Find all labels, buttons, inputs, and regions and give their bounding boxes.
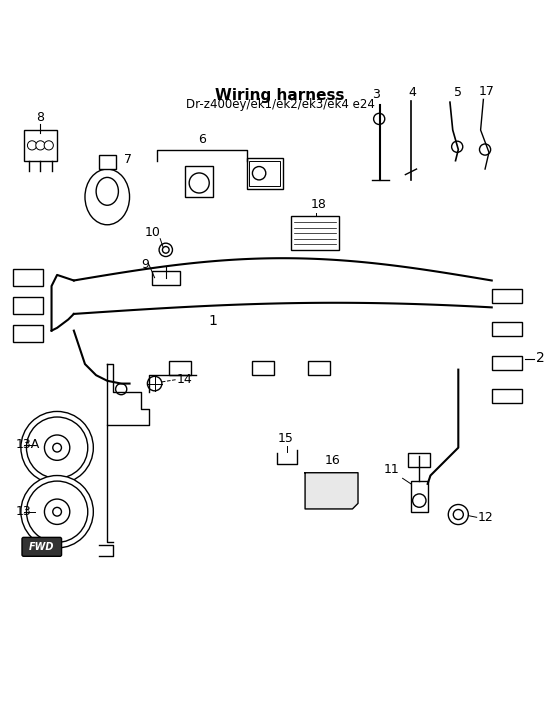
- Text: 2: 2: [536, 351, 545, 366]
- Bar: [308, 361, 330, 375]
- Text: 7: 7: [124, 153, 132, 166]
- Bar: [408, 453, 431, 467]
- Circle shape: [27, 141, 36, 150]
- Text: 16: 16: [325, 454, 341, 467]
- Circle shape: [479, 144, 491, 155]
- Bar: [12, 298, 43, 314]
- Bar: [291, 217, 338, 250]
- Circle shape: [189, 173, 209, 193]
- FancyBboxPatch shape: [22, 537, 62, 556]
- Text: 12: 12: [478, 511, 493, 524]
- Text: 18: 18: [311, 198, 327, 211]
- Circle shape: [44, 141, 53, 150]
- Circle shape: [21, 475, 94, 548]
- Text: 1: 1: [209, 314, 218, 328]
- Circle shape: [374, 113, 385, 125]
- Ellipse shape: [85, 169, 129, 224]
- Text: 9: 9: [141, 258, 149, 272]
- Bar: [411, 481, 428, 512]
- Bar: [252, 361, 274, 375]
- Text: 13: 13: [15, 505, 31, 518]
- Ellipse shape: [96, 177, 118, 205]
- Bar: [12, 325, 43, 342]
- Bar: [99, 155, 115, 169]
- Circle shape: [115, 384, 127, 395]
- Circle shape: [26, 481, 88, 542]
- Circle shape: [413, 494, 426, 508]
- Text: 15: 15: [278, 432, 293, 445]
- Bar: [169, 361, 191, 375]
- Text: 5: 5: [454, 86, 463, 100]
- Bar: [185, 166, 213, 197]
- Circle shape: [451, 141, 463, 152]
- Bar: [249, 161, 280, 186]
- Circle shape: [53, 443, 62, 452]
- Circle shape: [21, 412, 94, 484]
- Text: 11: 11: [384, 462, 400, 475]
- Bar: [492, 289, 522, 303]
- Text: 14: 14: [177, 373, 193, 386]
- Text: 8: 8: [36, 111, 44, 125]
- Circle shape: [44, 435, 70, 460]
- Bar: [152, 271, 180, 285]
- Text: 13A: 13A: [15, 438, 40, 452]
- Text: 4: 4: [408, 86, 416, 100]
- Bar: [24, 130, 57, 161]
- Circle shape: [147, 376, 162, 391]
- Circle shape: [159, 243, 172, 257]
- Circle shape: [44, 499, 70, 524]
- Text: 3: 3: [372, 87, 380, 100]
- Circle shape: [162, 247, 169, 253]
- Circle shape: [449, 505, 468, 525]
- Bar: [492, 322, 522, 336]
- Text: 17: 17: [478, 85, 494, 98]
- Circle shape: [36, 141, 45, 150]
- Circle shape: [453, 510, 463, 520]
- Text: 10: 10: [144, 226, 160, 239]
- Bar: [12, 270, 43, 286]
- Text: Wiring harness: Wiring harness: [215, 88, 345, 103]
- Bar: [492, 389, 522, 403]
- Circle shape: [26, 417, 88, 478]
- Bar: [246, 158, 283, 189]
- Circle shape: [253, 166, 266, 180]
- Bar: [492, 356, 522, 370]
- Text: FWD: FWD: [29, 542, 54, 552]
- Circle shape: [53, 508, 62, 516]
- Text: Dr-z400ey/ek1/ek2/ek3/ek4 e24: Dr-z400ey/ek1/ek2/ek3/ek4 e24: [185, 98, 375, 111]
- Polygon shape: [305, 473, 358, 509]
- Text: 6: 6: [198, 133, 206, 146]
